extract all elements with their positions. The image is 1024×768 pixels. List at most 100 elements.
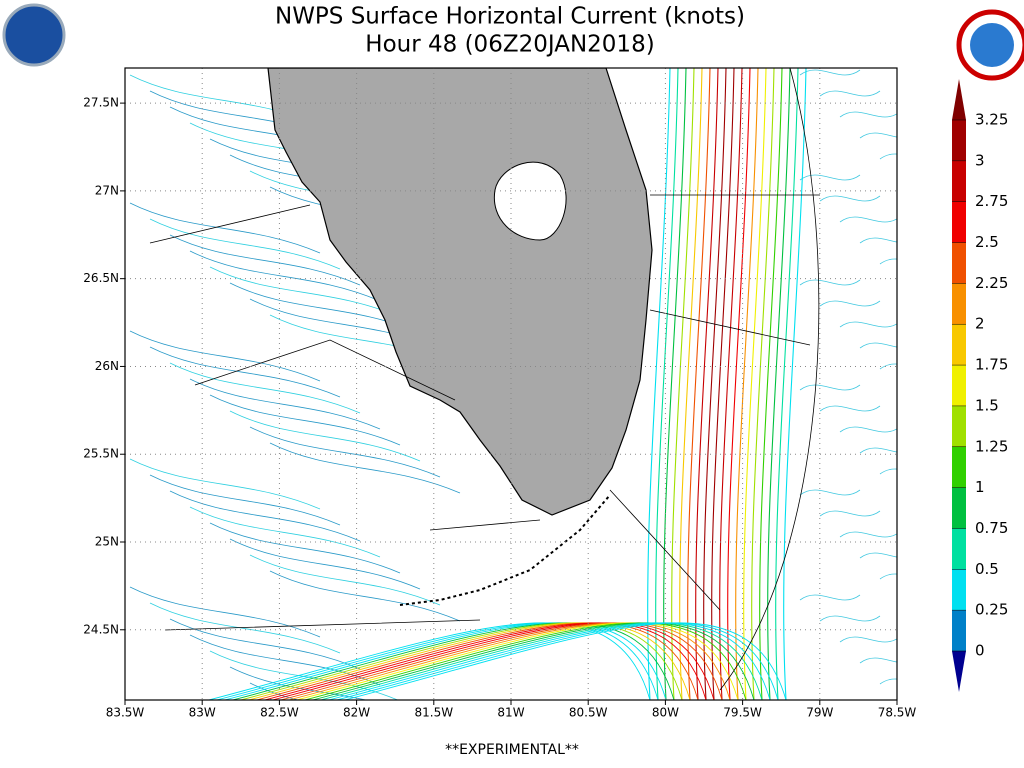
streamline <box>223 622 667 700</box>
land <box>149 68 820 691</box>
streamline <box>879 678 897 685</box>
y-tick-label: 26N <box>95 359 119 373</box>
streamline <box>129 202 321 254</box>
streamline <box>269 570 461 622</box>
title: NWPS Surface Horizontal Current (knots) <box>275 4 745 30</box>
streamline <box>695 68 719 700</box>
streamline <box>663 68 687 700</box>
streamline <box>711 68 735 700</box>
streamline <box>249 682 301 700</box>
colorbar-segment <box>952 120 966 161</box>
florida <box>267 68 653 516</box>
streamline <box>229 666 368 700</box>
streamline <box>819 195 881 202</box>
streamline <box>759 68 783 700</box>
streamline <box>783 68 807 700</box>
x-tick-label: 81.5W <box>415 706 454 720</box>
streamline <box>859 342 897 349</box>
streamline <box>215 622 659 700</box>
streamline <box>647 68 671 700</box>
x-tick-label: 81W <box>497 706 524 720</box>
florida-keys <box>399 494 611 606</box>
noaa-logo <box>2 3 66 67</box>
streamline <box>859 237 897 244</box>
x-tick-label: 80.5W <box>569 706 608 720</box>
plot-frame <box>124 67 898 701</box>
colorbar-segment <box>952 610 966 651</box>
x-tick-label: 78.5W <box>878 706 917 720</box>
streamline <box>231 622 675 700</box>
zone-boundary <box>719 68 820 691</box>
y-tick-label: 25N <box>95 535 119 549</box>
streamline <box>879 258 897 265</box>
y-tick-label: 26.5N <box>83 271 119 285</box>
streamline <box>189 250 381 302</box>
axes: 83.5W 83W 82.5W 82W 81.5W 81W 80.5W 80W 79.5W 79W… <box>83 68 916 720</box>
colorbar-over <box>952 79 966 120</box>
x-tick-label: 82.5W <box>260 706 299 720</box>
streamline <box>839 636 897 643</box>
streamline <box>671 68 695 700</box>
streamline <box>775 68 799 700</box>
streamline <box>799 594 861 601</box>
colorbar-label: 1.5 <box>975 396 999 414</box>
colorbar-label: 2.25 <box>975 274 1008 292</box>
streamline <box>169 234 361 286</box>
streamline <box>249 554 441 606</box>
streamline <box>209 522 401 574</box>
streamline <box>343 622 787 700</box>
streamline <box>279 622 723 700</box>
streamline <box>269 442 461 494</box>
x-tick-label: 79.5W <box>723 706 762 720</box>
streamline <box>209 266 401 318</box>
streamline <box>149 474 341 526</box>
streamline <box>263 622 707 700</box>
streamline <box>295 622 739 700</box>
x-tick-label: 83.5W <box>106 706 145 720</box>
colorbar-segment <box>952 487 966 529</box>
streamline <box>859 552 897 559</box>
streamline <box>839 531 897 538</box>
colorbar-segment <box>952 160 966 202</box>
colorbar-segment <box>952 569 966 611</box>
streamline <box>743 68 767 700</box>
nws-logo-inner <box>970 23 1014 67</box>
streamline <box>239 622 683 700</box>
y-tick-label: 25.5N <box>83 447 119 461</box>
streamline <box>679 68 703 700</box>
streamline <box>859 447 897 454</box>
streamline <box>819 510 881 517</box>
streamline <box>287 622 731 700</box>
zone-boundaries <box>149 194 820 631</box>
colorbar-label: 0.25 <box>975 601 1008 619</box>
colorbar-segment <box>952 324 966 366</box>
colorbar-label: 0.5 <box>975 560 999 578</box>
colorbar-label: 1.75 <box>975 356 1008 374</box>
streamline <box>799 489 861 496</box>
colorbar-segment <box>952 528 966 570</box>
streamline <box>311 622 755 700</box>
x-tick-label: 83W <box>189 706 216 720</box>
colorbar-label: 2.5 <box>975 233 999 251</box>
colorbar-segment <box>952 283 966 325</box>
streamline <box>703 68 727 700</box>
colorbar-label: 3 <box>975 151 985 169</box>
colorbar-segment <box>952 242 966 284</box>
streamline <box>655 68 679 700</box>
streamline <box>149 346 341 398</box>
streamline <box>319 622 763 700</box>
streamline <box>189 634 381 686</box>
colorbar-under <box>952 651 966 692</box>
x-tick-label: 80W <box>652 706 679 720</box>
streamline <box>799 384 861 391</box>
colorbar-label: 2 <box>975 315 985 333</box>
streamline <box>839 111 897 118</box>
colorbar: 0 0.25 0.5 0.75 1 1.25 1.5 1.75 2 2.25 2.5 2.75 3 3.2… <box>952 79 1008 692</box>
streamline <box>687 68 711 700</box>
streamline <box>169 618 361 670</box>
lake-okeechobee <box>493 161 567 241</box>
streamline <box>189 378 381 430</box>
streamline <box>129 330 321 382</box>
y-tick-label: 27.5N <box>83 96 119 110</box>
